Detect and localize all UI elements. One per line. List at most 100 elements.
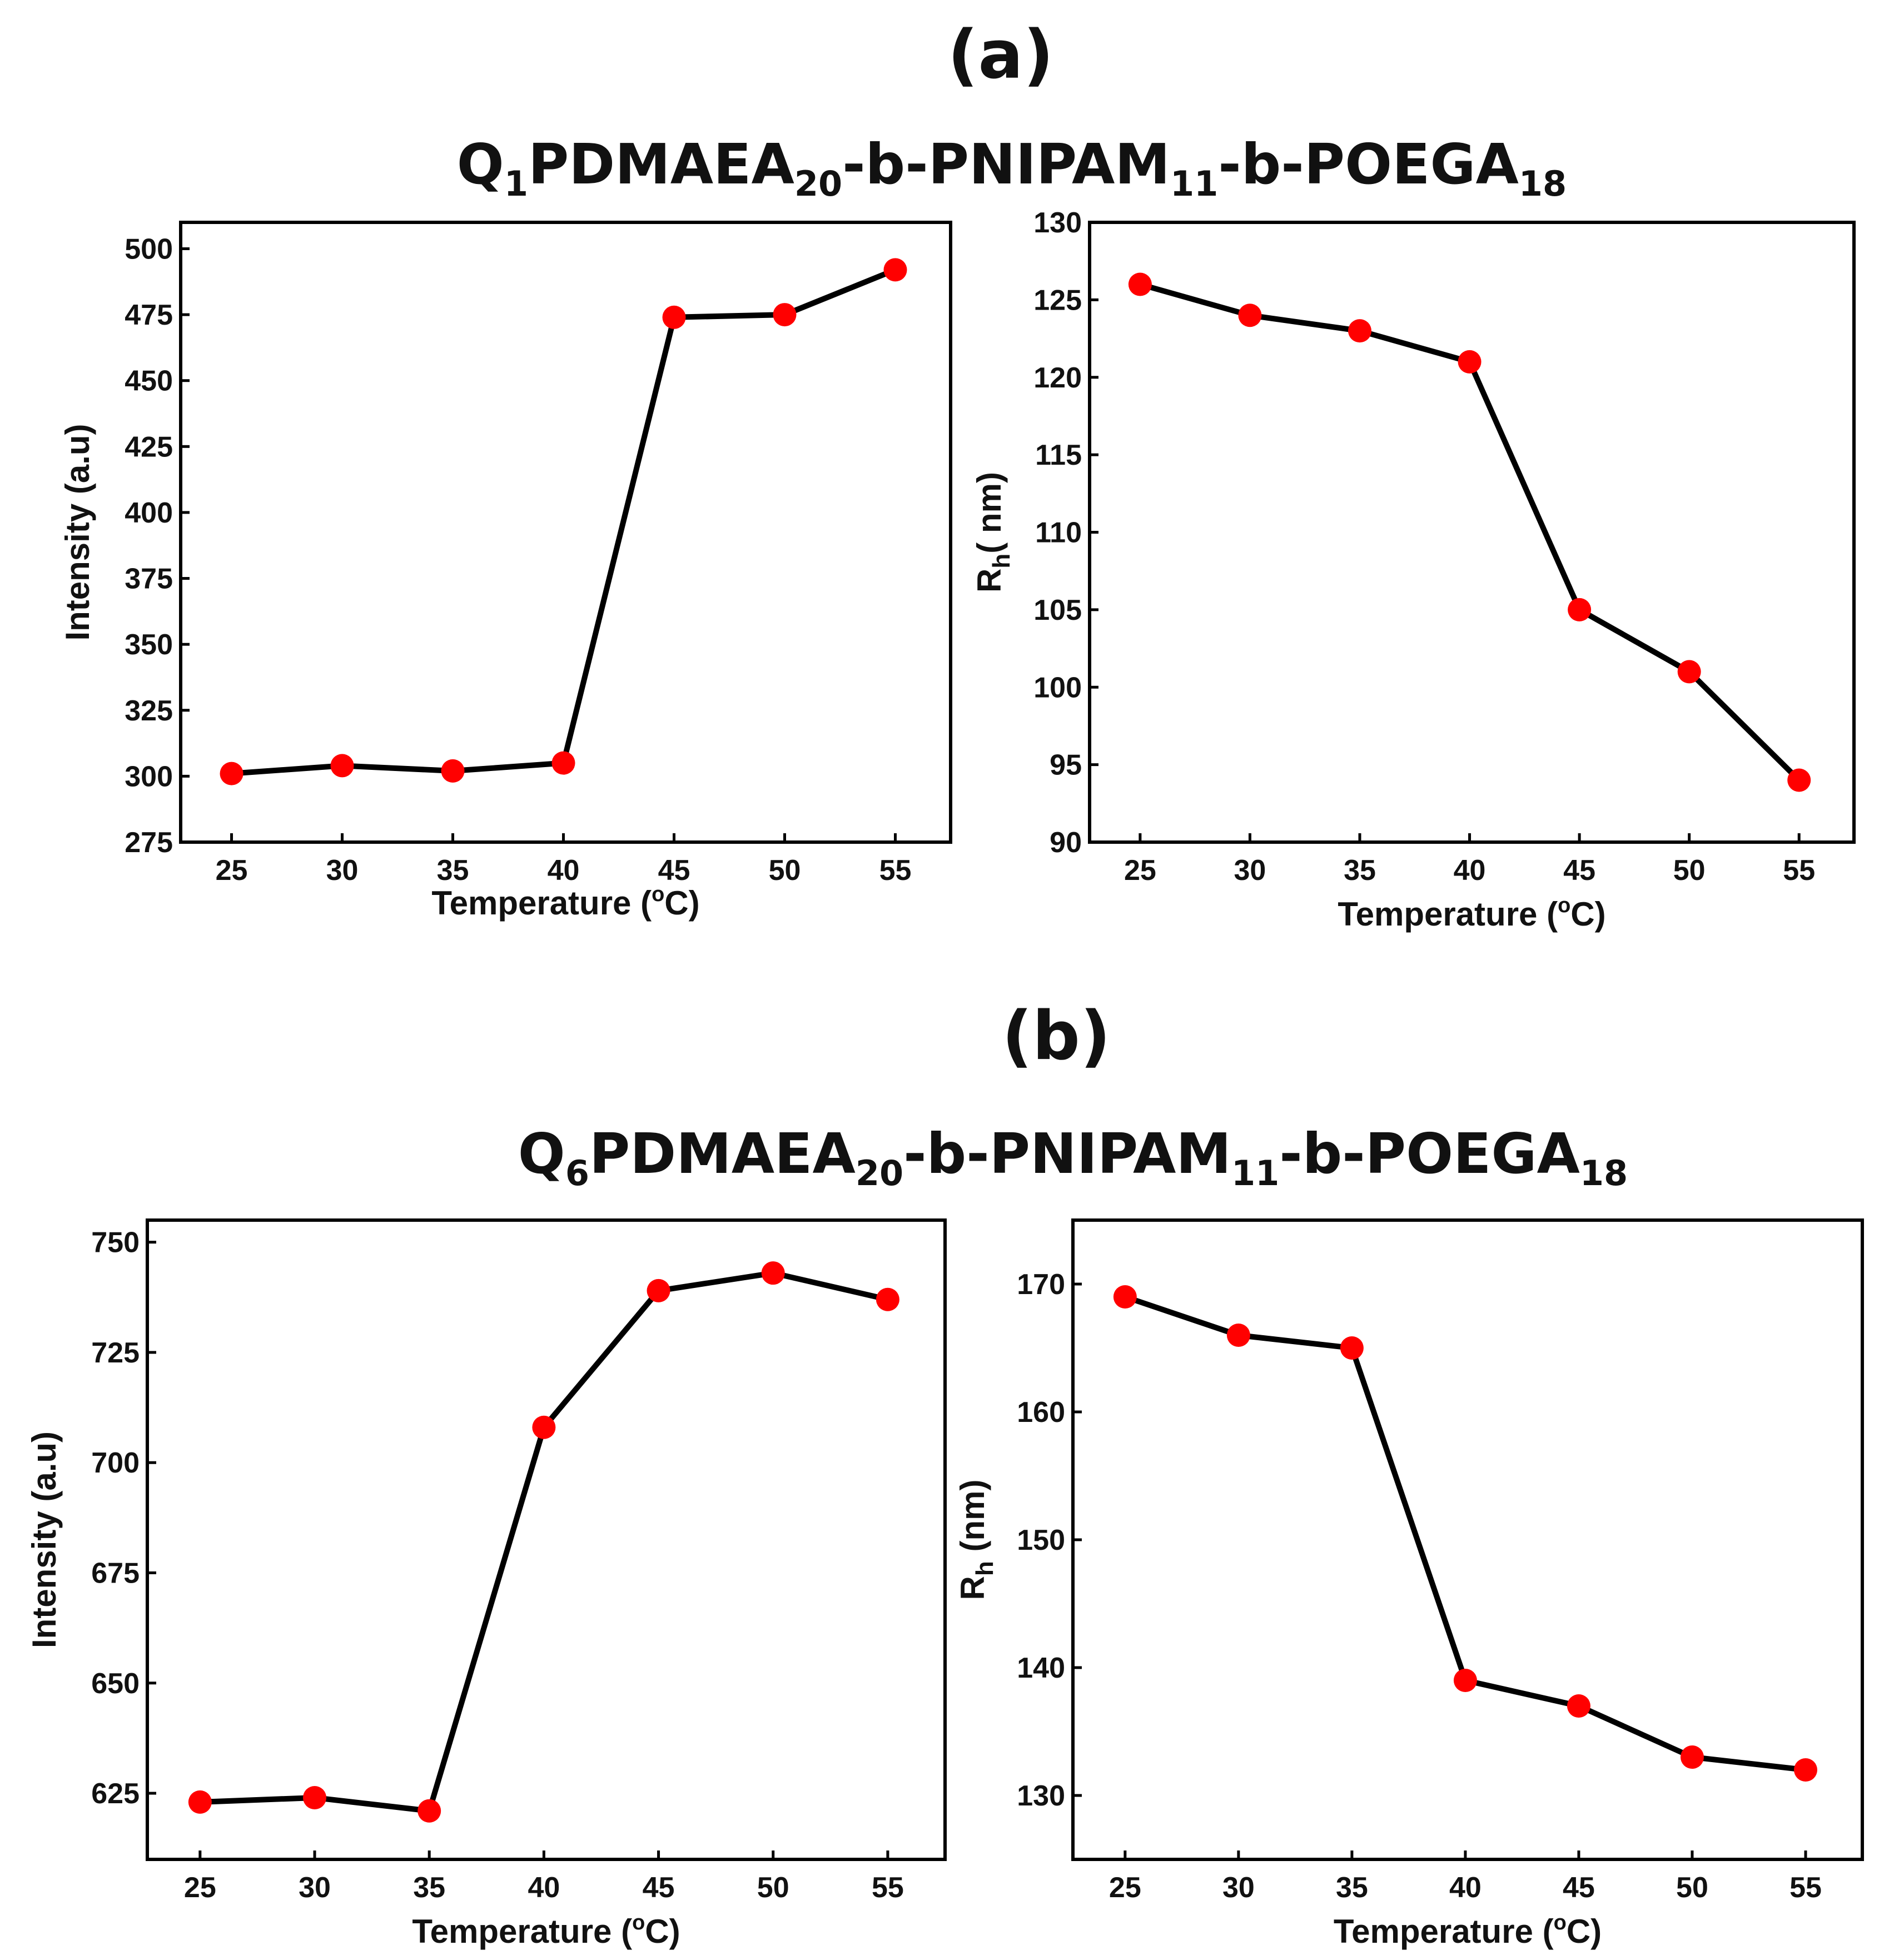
b-rh-data-point — [1113, 1285, 1137, 1309]
panel-b-title-sub3: 18 — [1580, 1153, 1628, 1193]
b-rh-x-tick-label: 50 — [1676, 1872, 1708, 1904]
b-rh-y-axis-label: Rh (nm) — [954, 1480, 998, 1600]
a-rh-y-tick-label: 120 — [1033, 362, 1082, 394]
a-intensity-data-point — [330, 754, 354, 778]
panel-b-title-sub1: 20 — [856, 1153, 903, 1193]
a-intensity-data-point — [883, 258, 907, 282]
panel-a-label: (a) — [948, 17, 1054, 94]
b-rh-data-point — [1226, 1324, 1250, 1347]
a-rh-data-point — [1238, 304, 1262, 327]
b-intensity-data-point — [417, 1799, 441, 1823]
b-intensity-plot-frame — [146, 1218, 947, 1861]
b-intensity-series-line — [200, 1270, 889, 1814]
a-rh-x-tick-label: 35 — [1344, 854, 1376, 887]
a-intensity-data-point — [441, 759, 465, 783]
b-rh-series-line — [1124, 1294, 1806, 1773]
b-intensity-x-axis-label: Temperature (oC) — [412, 1911, 680, 1950]
a-rh-data-point — [1128, 272, 1152, 296]
a-rh-data-point — [1458, 350, 1482, 374]
a-intensity-plot-frame — [179, 221, 952, 844]
a-intensity-x-axis-label-unit: C) — [664, 884, 699, 922]
a-intensity-x-tick-label: 35 — [437, 854, 469, 887]
a-intensity-y-tick-label: 425 — [125, 431, 173, 463]
b-rh-data-point — [1793, 1758, 1817, 1782]
b-intensity-x-tick-label: 30 — [299, 1872, 331, 1904]
b-intensity-data-point — [532, 1415, 556, 1439]
a-intensity-data-point — [662, 305, 686, 329]
panel-a-title-part1: PDMAEA — [528, 132, 794, 197]
a-rh-y-tick-label: 110 — [1035, 517, 1082, 549]
a-rh-x-axis-label-main: Temperature ( — [1338, 896, 1558, 933]
a-intensity-x-axis-label-degree: o — [652, 883, 664, 906]
a-rh-y-axis-label-sub: h — [988, 554, 1015, 569]
panel-b-title-q-sub: 6 — [565, 1153, 589, 1193]
a-intensity-y-axis-label: Intensity (a.u) — [59, 424, 96, 640]
a-rh-y-tick-label: 95 — [1050, 749, 1082, 782]
b-rh-y-tick-label: 130 — [1017, 1780, 1065, 1812]
panel-b-label: (b) — [1002, 998, 1111, 1075]
a-rh-y-tick-label: 125 — [1033, 284, 1082, 316]
b-rh-x-tick-label: 55 — [1789, 1872, 1822, 1904]
a-intensity-x-axis-label: Temperature (oC) — [431, 883, 699, 922]
b-intensity-x-axis-label-unit: C) — [645, 1913, 680, 1950]
b-intensity-y-tick-label: 675 — [91, 1557, 140, 1589]
a-intensity-x-tick-label: 25 — [216, 854, 248, 887]
b-rh-data-point — [1340, 1336, 1364, 1360]
b-intensity-x-tick-label: 50 — [757, 1872, 789, 1904]
b-rh-data-point — [1680, 1745, 1704, 1769]
panel-b-title-sub2: 11 — [1231, 1153, 1279, 1193]
a-intensity-y-tick-label: 275 — [125, 827, 173, 859]
a-intensity-y-tick-label: 375 — [125, 563, 173, 595]
panel-a-title: Q1PDMAEA20-b-PNIPAM11-b-POEGA18 — [457, 132, 1567, 204]
b-intensity-data-point — [761, 1261, 785, 1285]
a-rh-y-tick-label: 130 — [1033, 207, 1082, 239]
b-intensity-x-axis-label-main: Temperature ( — [412, 1913, 632, 1950]
b-rh-x-axis-label-unit: C) — [1567, 1913, 1602, 1950]
b-intensity-y-tick-label: 700 — [91, 1447, 140, 1479]
a-rh-x-axis-label-degree: o — [1558, 894, 1570, 917]
a-rh-x-axis-label: Temperature (oC) — [1338, 894, 1605, 933]
b-rh-y-tick-label: 160 — [1017, 1396, 1065, 1429]
a-rh-y-axis-label: Rh( nm) — [971, 472, 1015, 593]
a-intensity-y-tick-label: 350 — [125, 629, 173, 661]
b-intensity-data-point — [303, 1785, 327, 1809]
a-intensity-data-point — [551, 751, 575, 775]
b-intensity-y-tick-label: 725 — [91, 1337, 140, 1369]
a-rh-y-tick-label: 115 — [1035, 439, 1082, 471]
b-rh-y-tick-label: 140 — [1017, 1652, 1065, 1684]
a-intensity-x-tick-label: 55 — [879, 854, 912, 887]
b-rh-y-axis-label-sub: h — [971, 1561, 998, 1576]
panel-a-title-sub2: 11 — [1170, 163, 1218, 204]
chart-b-rh: 25 30 35 40 45 50 55 130 140 150 160 170 Temperature… — [954, 1218, 1864, 1950]
panel-a-title-sub1: 20 — [794, 163, 842, 204]
panel-b-title: Q6PDMAEA20-b-PNIPAM11-b-POEGA18 — [518, 1121, 1628, 1193]
a-rh-x-tick-label: 55 — [1783, 854, 1815, 887]
b-rh-x-axis-label-main: Temperature ( — [1334, 1913, 1554, 1950]
a-rh-data-point — [1677, 660, 1701, 684]
a-intensity-y-tick-label: 475 — [125, 299, 173, 331]
panel-a-title-part3: -b-POEGA — [1218, 132, 1519, 197]
b-rh-x-tick-label: 35 — [1336, 1872, 1368, 1904]
panel-b-title-part3: -b-POEGA — [1279, 1121, 1580, 1186]
a-rh-x-tick-label: 40 — [1454, 854, 1486, 887]
b-rh-data-point — [1567, 1694, 1590, 1718]
b-rh-x-tick-label: 30 — [1222, 1872, 1255, 1904]
b-intensity-y-axis-label: Intensity (a.u) — [26, 1431, 63, 1648]
a-rh-y-tick-label: 105 — [1033, 594, 1082, 626]
a-rh-data-point — [1568, 598, 1592, 621]
a-intensity-x-tick-label: 30 — [326, 854, 359, 887]
chart-a-rh: 25 30 35 40 45 50 55 90 95 100 105 110 115 120 125 130 T… — [971, 207, 1856, 933]
a-rh-x-tick-label: 25 — [1124, 854, 1156, 887]
b-rh-x-axis-label: Temperature (oC) — [1334, 1911, 1602, 1950]
panel-b-title-q: Q — [518, 1121, 565, 1186]
a-intensity-data-point — [220, 762, 243, 785]
b-rh-x-tick-label: 45 — [1563, 1872, 1595, 1904]
b-intensity-data-point — [188, 1790, 212, 1814]
b-intensity-x-tick-label: 25 — [184, 1872, 216, 1904]
b-intensity-data-point — [647, 1279, 670, 1302]
a-intensity-x-axis-label-main: Temperature ( — [431, 884, 652, 922]
a-intensity-x-tick-label: 50 — [769, 854, 801, 887]
b-rh-x-tick-label: 40 — [1449, 1872, 1482, 1904]
b-rh-data-point — [1453, 1669, 1477, 1692]
a-rh-x-axis-label-unit: C) — [1570, 896, 1605, 933]
